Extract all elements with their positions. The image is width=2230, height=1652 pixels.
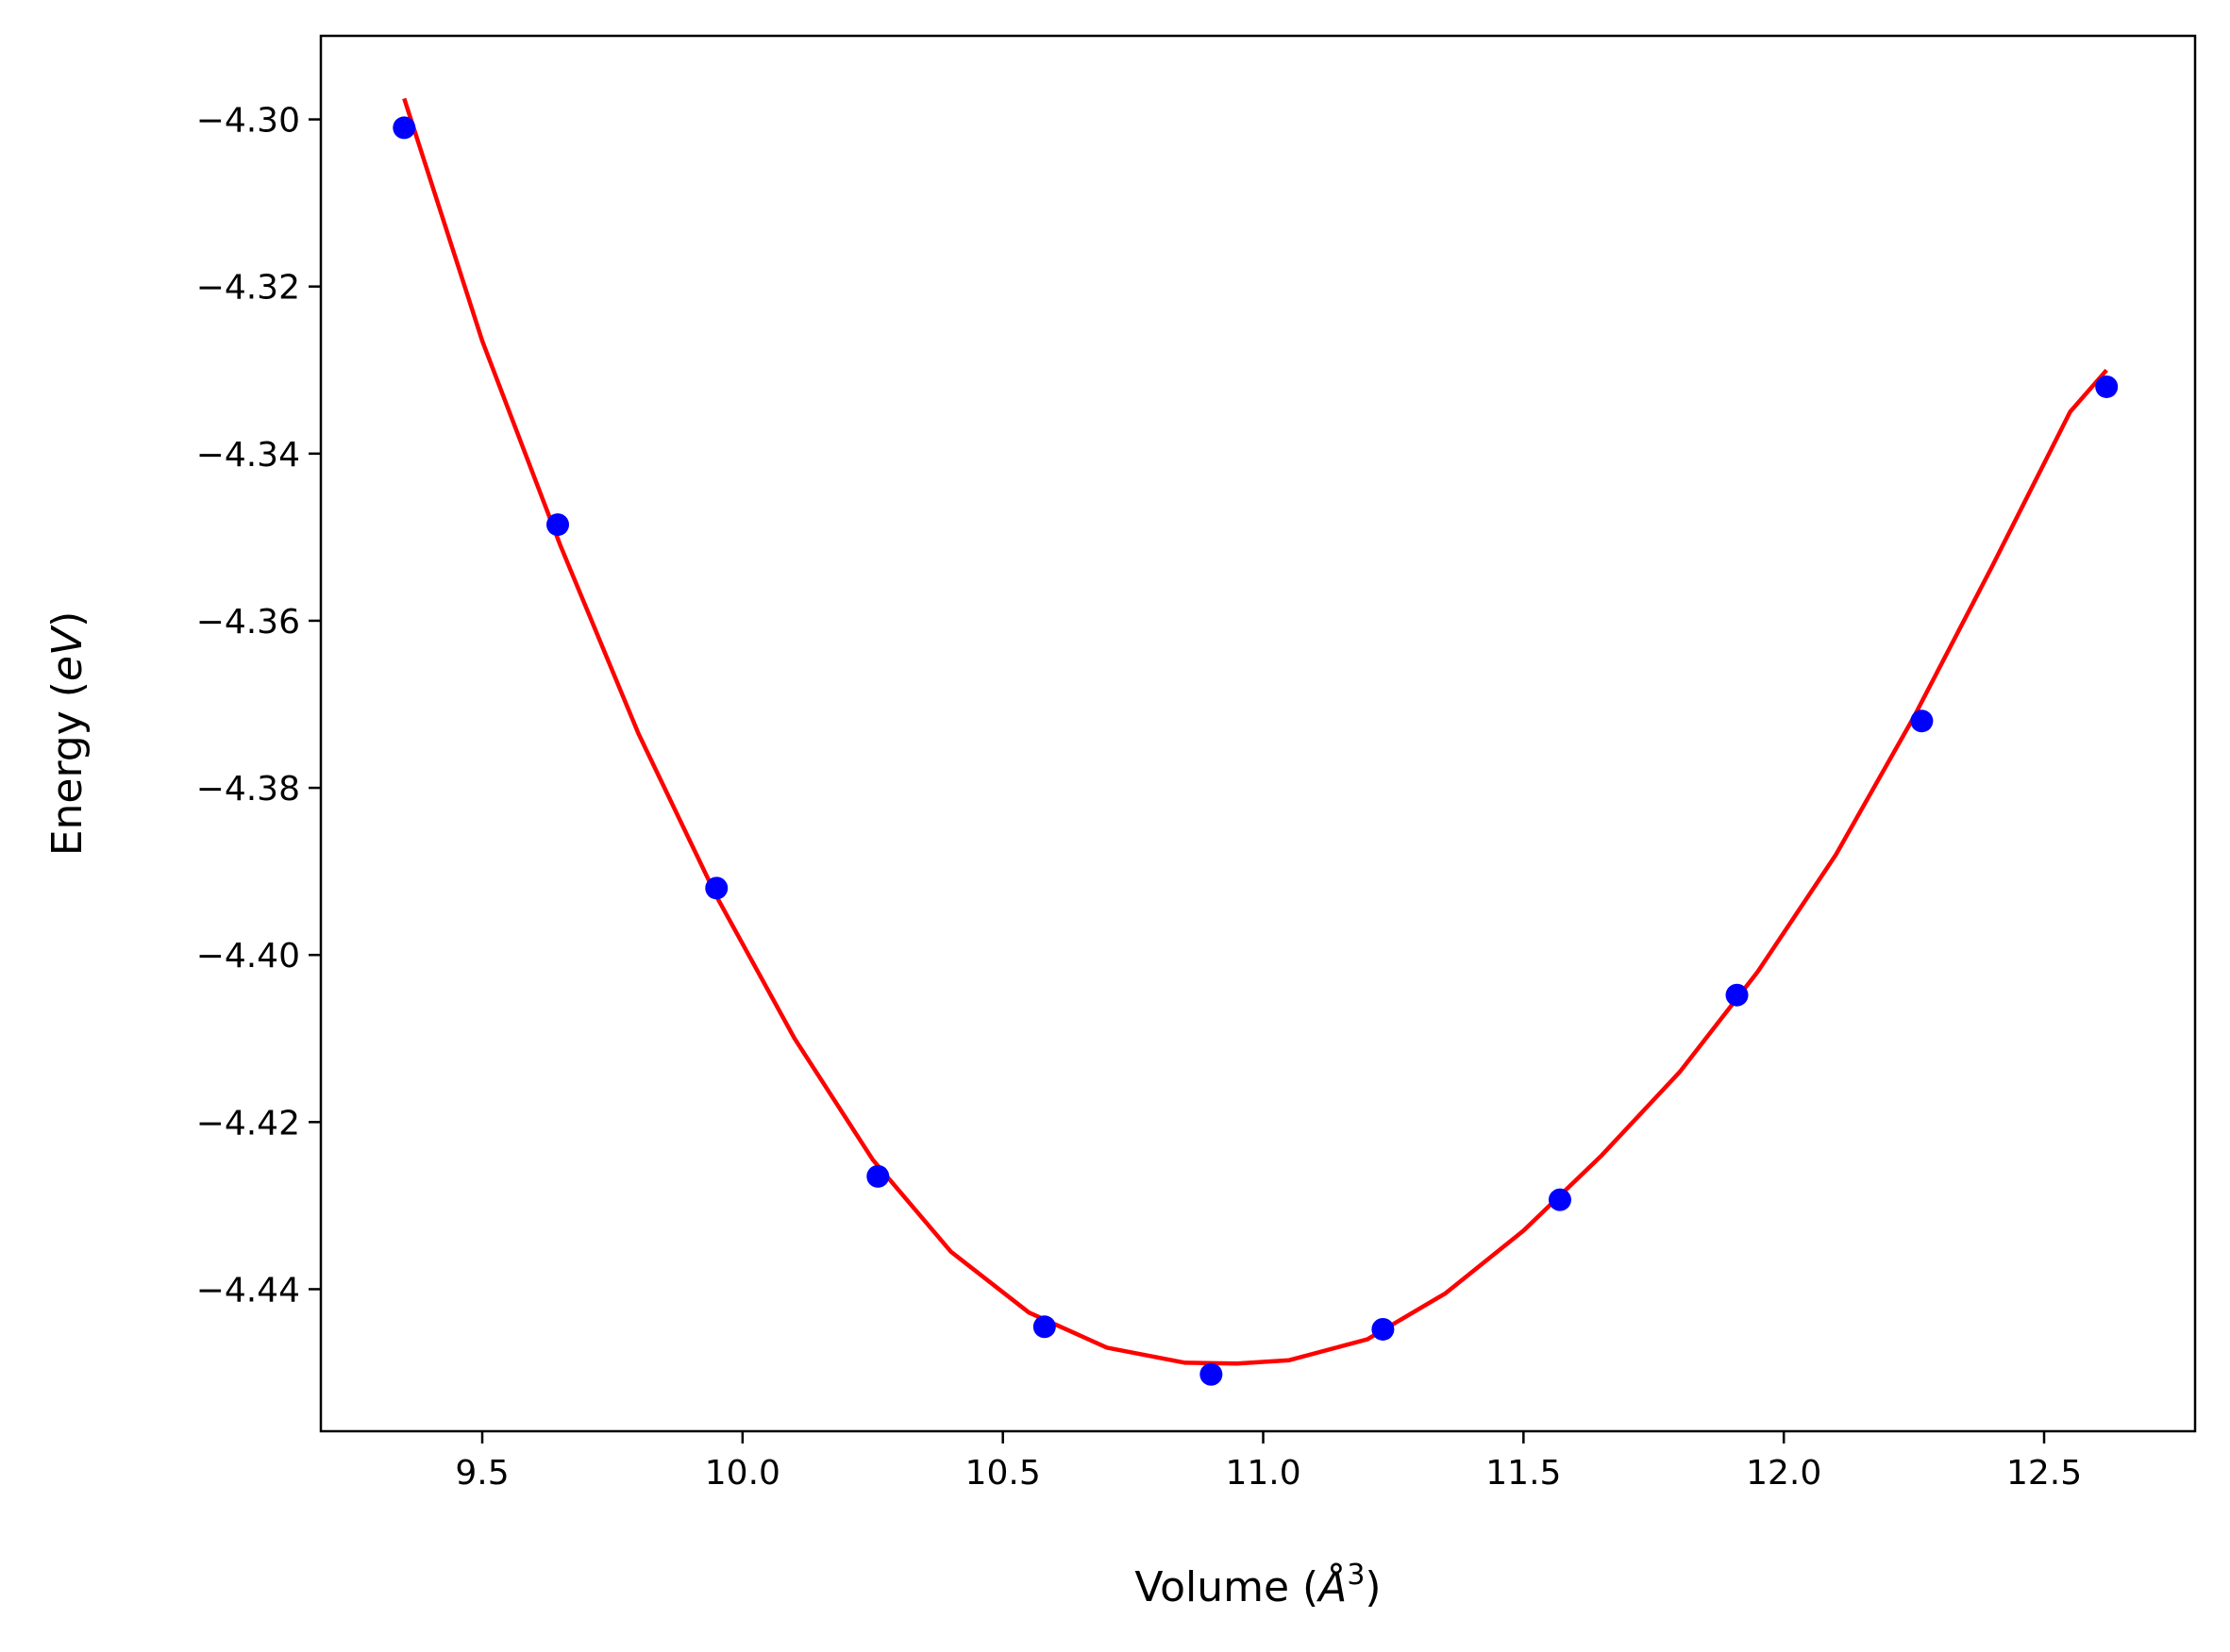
data-point bbox=[1725, 983, 1749, 1007]
data-point bbox=[1371, 1317, 1395, 1341]
x-tick-label: 9.5 bbox=[455, 1454, 509, 1493]
x-tick-label: 10.5 bbox=[965, 1454, 1041, 1493]
x-tick-label: 10.0 bbox=[705, 1454, 780, 1493]
y-tick-label: −4.42 bbox=[196, 1104, 300, 1143]
y-axis-ticks: −4.30 −4.32 −4.34 −4.36 −4.38 −4.40 −4.42 −4.44 bbox=[196, 102, 321, 1310]
x-axis-label-superscript: 3 bbox=[1347, 1559, 1365, 1592]
y-tick-label: −4.44 bbox=[196, 1271, 300, 1310]
plot-series bbox=[393, 97, 2119, 1386]
x-tick-label: 12.0 bbox=[1746, 1454, 1821, 1493]
x-axis-label-prefix: Volume ( bbox=[1134, 1563, 1318, 1611]
y-tick-label: −4.30 bbox=[196, 102, 300, 141]
data-point bbox=[1199, 1362, 1223, 1386]
y-axis-label-suffix: ) bbox=[43, 611, 92, 627]
x-tick-label: 11.5 bbox=[1485, 1454, 1561, 1493]
fit-curve-line bbox=[402, 97, 2108, 1366]
data-points bbox=[393, 116, 2119, 1386]
data-point bbox=[393, 116, 416, 140]
data-point bbox=[1548, 1188, 1571, 1211]
y-axis-label-italic: eV bbox=[43, 625, 92, 681]
y-tick-label: −4.36 bbox=[196, 603, 300, 642]
x-axis-label-suffix: ) bbox=[1365, 1563, 1381, 1611]
axes-frame bbox=[319, 34, 2197, 1433]
y-tick-label: −4.40 bbox=[196, 937, 300, 976]
x-axis-ticks: 9.5 10.0 10.5 11.0 11.5 12.0 12.5 bbox=[455, 1431, 2082, 1493]
y-tick-label: −4.38 bbox=[196, 770, 300, 809]
data-point bbox=[1032, 1315, 1056, 1339]
y-tick-label: −4.32 bbox=[196, 269, 300, 308]
data-point bbox=[705, 876, 729, 900]
data-point bbox=[866, 1164, 890, 1188]
data-point bbox=[2095, 375, 2119, 398]
x-axis-label: Volume (Å3) bbox=[1134, 1559, 1381, 1611]
x-tick-label: 12.5 bbox=[2006, 1454, 2082, 1493]
data-point bbox=[546, 513, 570, 537]
x-tick-label: 11.0 bbox=[1225, 1454, 1300, 1493]
y-axis-label-prefix: Energy ( bbox=[43, 681, 92, 856]
y-tick-label: −4.34 bbox=[196, 436, 300, 475]
y-axis-label: Energy (eV) bbox=[43, 611, 92, 857]
data-point bbox=[1910, 709, 1934, 733]
x-axis-label-symbol: Å bbox=[1316, 1561, 1347, 1611]
